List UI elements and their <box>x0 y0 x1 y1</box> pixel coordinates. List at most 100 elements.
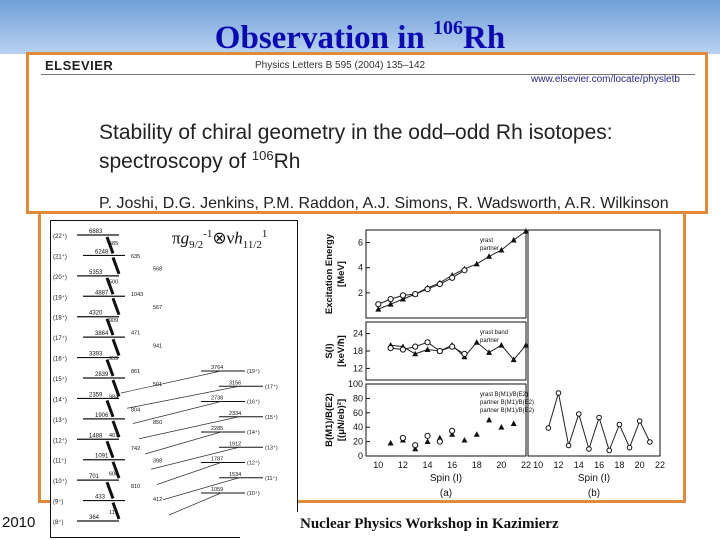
transition-energy-label: 471 <box>131 331 140 337</box>
legend-entry: partner B(M1)/B(E2) <box>480 408 534 414</box>
transition-energy-label: 1043 <box>131 292 143 298</box>
legend-entry: yrast <box>480 238 493 244</box>
data-point <box>424 285 431 293</box>
panel-b-point <box>606 447 613 454</box>
footer-workshop: Nuclear Physics Workshop in Kazimierz <box>300 516 559 532</box>
transition-arrow <box>111 297 121 316</box>
journal-rule <box>41 74 695 75</box>
level-energy-label: 433 <box>95 495 106 501</box>
linking-transition <box>168 492 222 516</box>
partner-energy-label: 2285 <box>211 426 223 432</box>
transition-arrow <box>105 236 115 254</box>
x-tick-label-b: 18 <box>614 460 624 470</box>
level-spin-label: (9⁺) <box>53 499 64 506</box>
transition-energy-label: 412 <box>153 497 162 503</box>
journal-url: www.elsevier.com/locate/physletb <box>531 74 680 85</box>
data-point <box>375 306 382 312</box>
transition-arrow <box>111 338 121 357</box>
level-energy-label: 1906 <box>95 413 109 419</box>
data-point <box>473 431 480 437</box>
partner-energy-label: 1912 <box>229 441 241 447</box>
transition-energy-label: 567 <box>153 305 162 311</box>
panel-b-point <box>555 390 562 396</box>
level-spin-label: (20⁺) <box>53 274 67 281</box>
configuration-label: πg9/2-1⊗νh11/21 <box>172 228 268 252</box>
y-tick-label: 24 <box>353 329 363 339</box>
transition-energy-label: 742 <box>131 446 140 452</box>
data-point <box>473 339 480 345</box>
data-point <box>510 236 517 243</box>
y-axis-unit: [MeV] <box>336 261 347 287</box>
legend-entry: partner B(M1)/B(E2) <box>480 400 534 406</box>
x-tick-label-a: 10 <box>373 460 383 470</box>
data-point <box>387 345 394 352</box>
data-point <box>461 350 468 357</box>
y-axis-label: S(I) <box>324 343 335 358</box>
level-spin-label: (13⁺) <box>53 417 67 424</box>
x-axis-label-a: Spin (I) <box>430 473 462 484</box>
y-tick-label: 2 <box>358 288 363 298</box>
y-axis-unit: [(μN/eb)²] <box>336 399 347 441</box>
transition-energy-label: 955 <box>109 356 118 362</box>
paper-title: Stability of chiral geometry in the odd–… <box>99 121 699 173</box>
partner-energy-label: 2334 <box>229 411 241 417</box>
data-point <box>498 246 505 253</box>
panel-frame-b <box>527 229 661 457</box>
data-point <box>399 292 407 299</box>
y-tick-label: 60 <box>353 408 363 418</box>
series-line <box>378 230 527 310</box>
y-axis-label: B(M1)/B(E2) <box>324 393 335 447</box>
level-spin-label: (21⁺) <box>53 253 67 260</box>
level-spin-label: (19⁺) <box>53 294 67 301</box>
header-band <box>0 0 720 54</box>
x-axis-label-b: Spin (I) <box>578 473 610 484</box>
publisher-logo: ELSEVIER <box>45 58 114 73</box>
footer-year: 2010 <box>2 514 36 531</box>
partner-spin-label: (15⁺) <box>265 414 278 421</box>
level-energy-label: 2839 <box>95 372 109 378</box>
data-point <box>449 427 456 434</box>
data-point <box>399 346 407 353</box>
transition-arrow <box>111 379 121 397</box>
data-point <box>436 347 443 355</box>
transition-energy-label: 635 <box>131 254 140 260</box>
y-tick-label: 0 <box>358 451 363 461</box>
data-point <box>399 434 407 442</box>
y-tick-label: 18 <box>353 346 363 356</box>
transition-arrow <box>105 440 115 459</box>
transition-energy-label: 407 <box>109 433 118 439</box>
y-axis-label: Excitation Energy <box>324 233 335 314</box>
partner-energy-label: 2738 <box>211 396 223 402</box>
data-point <box>424 438 431 444</box>
level-energy-label: 6248 <box>95 249 109 255</box>
transition-arrow <box>111 461 121 479</box>
data-point <box>387 296 394 303</box>
x-tick-label-b: 20 <box>635 460 645 470</box>
data-point <box>387 439 394 446</box>
y-tick-label: 12 <box>353 363 363 373</box>
partner-spin-label: (16⁺) <box>247 399 260 406</box>
level-energy-label: 3864 <box>95 331 109 337</box>
linking-transition <box>144 431 222 455</box>
linking-transition <box>126 385 240 409</box>
data-point <box>424 346 431 352</box>
panel-b-point <box>636 418 643 424</box>
level-energy-label: 3393 <box>89 352 103 358</box>
data-point <box>412 343 419 350</box>
spin-figure: 2 4 6 Excitation Energy [MeV] yrast partner 12 1… <box>318 224 668 504</box>
y-tick-label: 6 <box>358 238 363 248</box>
x-tick-label-b: 10 <box>533 460 543 470</box>
data-point <box>523 342 529 348</box>
partner-energy-label: 3156 <box>229 380 241 386</box>
data-point <box>449 343 456 350</box>
data-point <box>424 339 431 346</box>
transition-arrow <box>105 318 115 336</box>
paper-title-line1: Stability of chiral geometry in the odd–… <box>99 121 613 144</box>
level-energy-label: 4320 <box>89 311 103 317</box>
panel-frame-top <box>365 229 527 319</box>
transition-energy-label: 600 <box>109 471 118 477</box>
x-tick-label-a: 12 <box>398 460 408 470</box>
level-spin-label: (17⁺) <box>53 335 67 342</box>
level-energy-label: 701 <box>89 474 100 480</box>
